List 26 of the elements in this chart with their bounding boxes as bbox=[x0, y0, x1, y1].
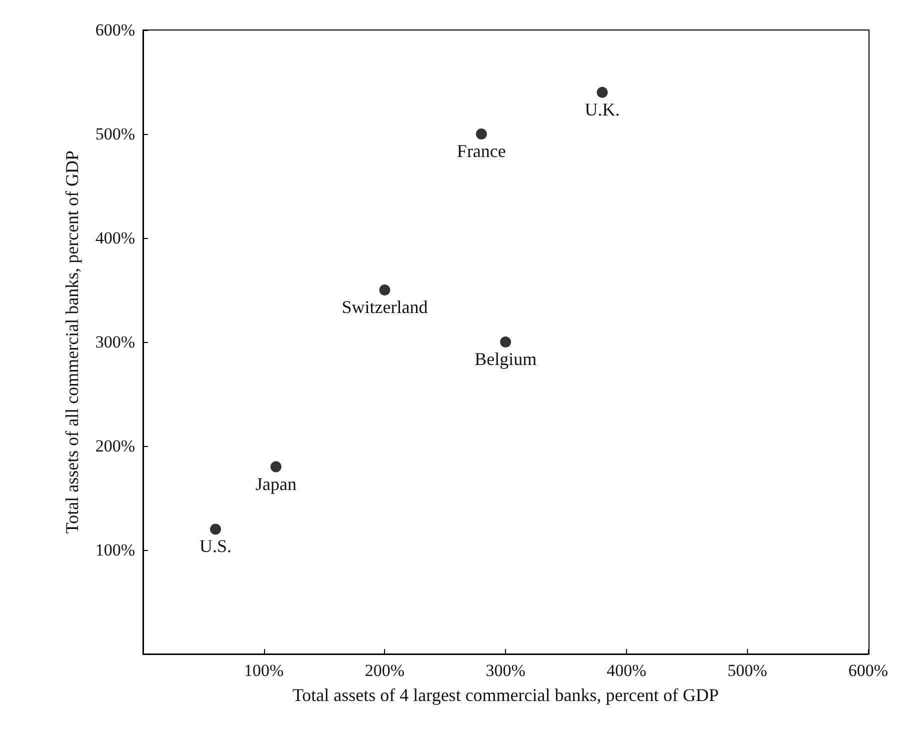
point bbox=[270, 461, 282, 472]
x-tick-label: 400% bbox=[606, 661, 646, 680]
annotation: U.S. bbox=[200, 536, 232, 556]
point bbox=[210, 524, 222, 535]
annotation: Switzerland bbox=[342, 297, 428, 317]
x-tick-label: 100% bbox=[244, 661, 284, 680]
x-tick-label: 300% bbox=[486, 661, 526, 680]
x-tick-label: 500% bbox=[727, 661, 768, 680]
y-tick-label: 600% bbox=[95, 20, 135, 40]
y-tick-label: 200% bbox=[95, 436, 135, 456]
annotation: Japan bbox=[255, 474, 296, 494]
x-tick-label: 200% bbox=[364, 661, 405, 680]
annotation: U.K. bbox=[584, 99, 620, 120]
y-axis-title: Total assets of all commercial banks, percent of GDP bbox=[62, 150, 82, 534]
x-axis-title: Total assets of 4 largest commercial banks, percent of GDP bbox=[292, 685, 719, 705]
point bbox=[500, 336, 512, 348]
point bbox=[379, 284, 390, 296]
y-tick-label: 400% bbox=[95, 228, 135, 248]
annotation: France bbox=[456, 141, 506, 161]
annotation: Belgium bbox=[474, 349, 537, 369]
x-tick-label: 600% bbox=[848, 661, 888, 680]
y-tick-label: 300% bbox=[95, 332, 135, 352]
point bbox=[476, 128, 487, 140]
point bbox=[596, 86, 608, 98]
y-tick-label: 500% bbox=[95, 124, 135, 144]
y-tick-label: 100% bbox=[95, 540, 135, 560]
